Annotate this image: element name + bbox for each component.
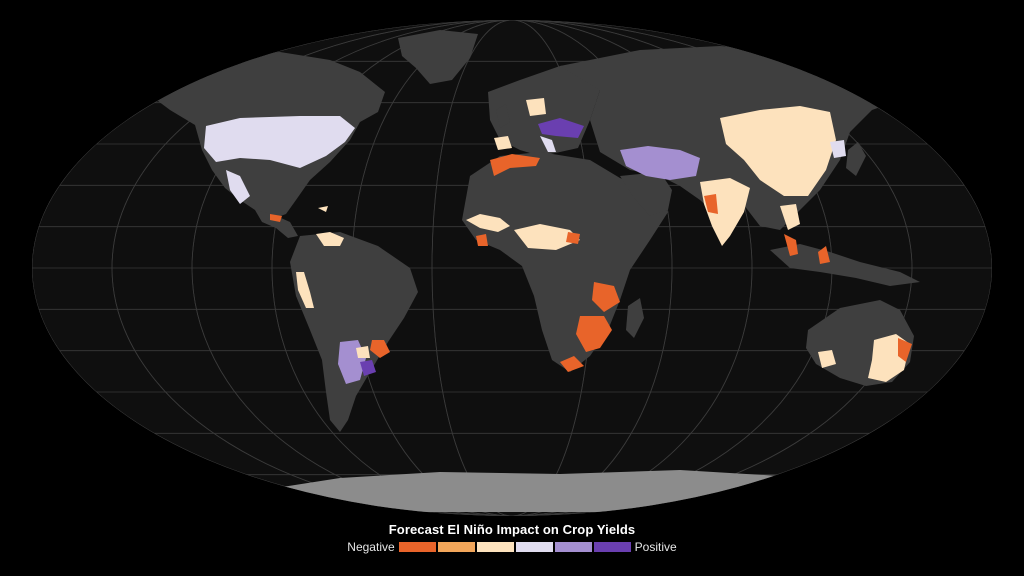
region-china xyxy=(720,106,836,196)
region-andes xyxy=(296,272,314,308)
region-philippines xyxy=(818,246,830,264)
legend-swatch-1 xyxy=(398,542,436,552)
region-southern-brazil xyxy=(370,340,390,358)
region-central-asia xyxy=(620,146,700,180)
legend: Forecast El Niño Impact on Crop Yields N… xyxy=(0,522,1024,554)
region-india-west xyxy=(704,194,718,214)
land-uk xyxy=(496,104,510,128)
region-thailand xyxy=(780,204,800,230)
region-uruguay xyxy=(360,360,376,376)
legend-swatches xyxy=(398,542,631,552)
region-central-africa-orange xyxy=(566,232,580,244)
region-caribbean xyxy=(270,214,282,222)
land-south-america xyxy=(290,232,418,432)
land-arabia xyxy=(620,172,672,216)
region-australia-east-orange xyxy=(898,338,912,362)
region-paraguay xyxy=(356,346,370,358)
legend-positive-label: Positive xyxy=(634,540,677,554)
region-australia-southwest xyxy=(818,350,836,368)
legend-swatch-2 xyxy=(437,542,475,552)
region-usa xyxy=(204,116,355,168)
region-italy-balkans xyxy=(538,118,584,138)
region-germany-poland xyxy=(526,98,546,116)
legend-title: Forecast El Niño Impact on Crop Yields xyxy=(388,522,636,537)
land-central-america xyxy=(255,210,298,238)
meridian-line xyxy=(111,20,913,516)
region-maghreb xyxy=(490,154,540,176)
region-mexico xyxy=(226,170,250,204)
region-sahel-east xyxy=(514,224,580,250)
land-greenland xyxy=(398,30,478,84)
region-iberia xyxy=(494,136,512,150)
region-southern-africa xyxy=(576,316,612,352)
region-east-africa xyxy=(592,282,620,312)
legend-swatch-4 xyxy=(515,542,553,552)
region-south-africa-tip xyxy=(560,356,584,372)
region-colombia-venezuela xyxy=(316,232,344,246)
region-korea xyxy=(830,140,846,158)
meridian-line xyxy=(271,20,753,516)
region-vietnam xyxy=(784,234,798,256)
land-indonesia xyxy=(770,244,920,286)
land-madagascar xyxy=(626,298,644,338)
region-sahel-west xyxy=(466,214,510,232)
land-japan xyxy=(846,142,866,176)
legend-scale: Negative Positive xyxy=(0,540,1024,554)
legend-swatch-5 xyxy=(554,542,592,552)
crop-impact-regions xyxy=(204,98,912,384)
legend-swatch-3 xyxy=(476,542,514,552)
legend-swatch-6 xyxy=(593,542,631,552)
land-africa xyxy=(462,152,668,372)
land-new-zealand xyxy=(942,372,958,404)
landmasses xyxy=(150,30,958,512)
region-italy-light xyxy=(540,136,556,152)
region-cuba xyxy=(318,206,328,212)
legend-negative-label: Negative xyxy=(347,540,395,554)
region-guinea-coast xyxy=(476,234,488,246)
